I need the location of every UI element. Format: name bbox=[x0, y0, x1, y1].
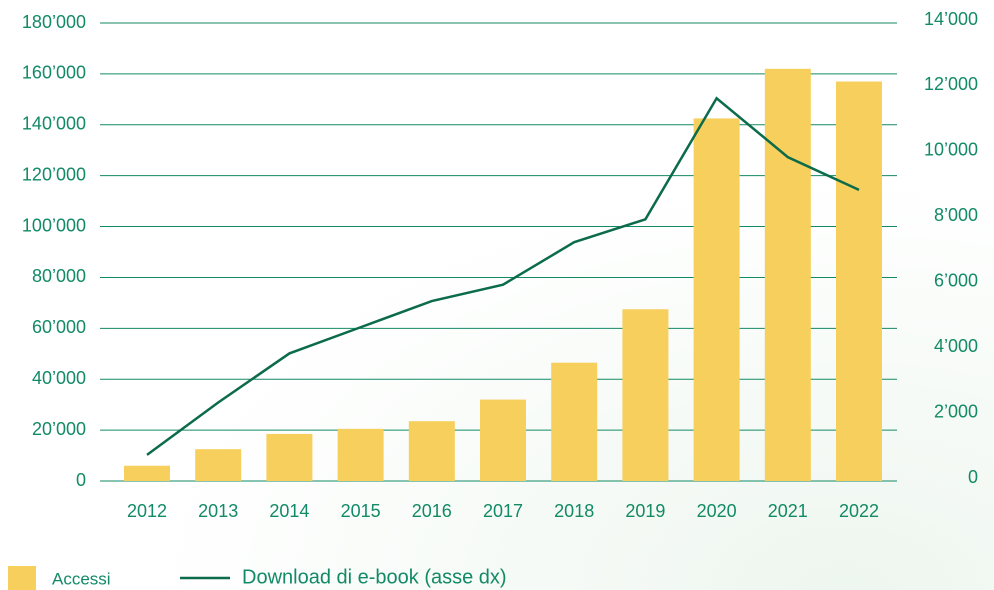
x-tick-label: 2020 bbox=[697, 501, 737, 521]
y-tick-label: 20’000 bbox=[32, 419, 86, 439]
x-tick-label: 2012 bbox=[127, 501, 167, 521]
bar bbox=[195, 449, 242, 481]
bar bbox=[480, 399, 526, 481]
bar bbox=[764, 68, 811, 482]
x-tick-label: 2022 bbox=[839, 501, 879, 521]
legend-swatch bbox=[8, 566, 36, 590]
y-tick-label: 180’000 bbox=[22, 12, 86, 32]
y2-tick-label: 2’000 bbox=[934, 401, 978, 421]
bar bbox=[693, 118, 740, 482]
y2-tick-label: 0 bbox=[968, 467, 978, 487]
bar bbox=[836, 81, 882, 482]
y-tick-label: 140’000 bbox=[22, 114, 86, 134]
x-tick-label: 2016 bbox=[412, 501, 452, 521]
y-tick-label: 80’000 bbox=[32, 266, 86, 286]
y-tick-label: 60’000 bbox=[32, 317, 86, 337]
legend-label: Download di e-book (asse dx) bbox=[242, 566, 507, 588]
bar bbox=[622, 309, 669, 481]
y2-tick-label: 6’000 bbox=[934, 270, 978, 290]
legend-label: Accessi bbox=[52, 569, 111, 588]
bar bbox=[551, 362, 598, 481]
line bbox=[146, 96, 860, 456]
x-tick-label: 2015 bbox=[341, 501, 381, 521]
y-tick-label: 100’000 bbox=[22, 215, 86, 235]
x-tick-label: 2017 bbox=[483, 501, 523, 521]
y2-tick-label: 8’000 bbox=[934, 205, 978, 225]
y-tick-label: 40’000 bbox=[32, 368, 86, 388]
x-tick-label: 2013 bbox=[198, 501, 238, 521]
y2-tick-label: 4’000 bbox=[934, 336, 978, 356]
y-tick-label: 0 bbox=[76, 470, 86, 490]
x-tick-label: 2019 bbox=[625, 501, 665, 521]
x-tick-label: 2018 bbox=[554, 501, 594, 521]
bar bbox=[337, 428, 384, 481]
bar bbox=[408, 421, 455, 481]
x-tick-label: 2021 bbox=[768, 501, 808, 521]
y-tick-label: 120’000 bbox=[22, 164, 86, 184]
y-tick-label: 160’000 bbox=[22, 63, 86, 83]
y2-tick-label: 14’000 bbox=[924, 9, 978, 29]
bar bbox=[266, 433, 313, 481]
y2-tick-label: 10’000 bbox=[924, 140, 978, 160]
y2-tick-label: 12’000 bbox=[924, 74, 978, 94]
bar bbox=[124, 465, 170, 481]
x-tick-label: 2014 bbox=[269, 501, 309, 521]
